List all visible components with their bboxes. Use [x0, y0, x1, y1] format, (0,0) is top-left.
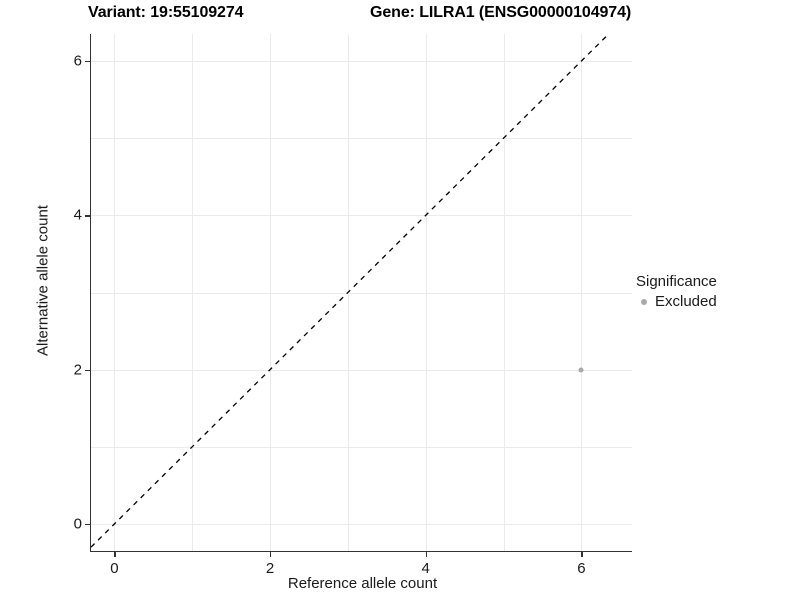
- x-axis-tick: [425, 552, 427, 557]
- gridline-horizontal: [91, 369, 632, 371]
- y-axis-tick: [85, 215, 90, 217]
- y-axis-tick: [85, 61, 90, 63]
- legend: Significance Excluded: [636, 272, 800, 311]
- variant-title: Variant: 19:55109274: [88, 4, 244, 21]
- x-axis-tick-label: 6: [577, 560, 586, 577]
- y-axis-tick: [85, 369, 90, 371]
- y-axis-tick-label: 6: [73, 52, 82, 70]
- gridline-horizontal: [91, 138, 632, 140]
- plot-title-row: Variant: 19:55109274 Gene: LILRA1 (ENSG0…: [0, 0, 800, 30]
- gene-title: Gene: LILRA1 (ENSG00000104974): [370, 4, 632, 21]
- data-point[interactable]: [578, 367, 584, 373]
- x-axis-title: Reference allele count: [287, 575, 438, 592]
- legend-items: Excluded: [636, 292, 800, 311]
- x-axis-tick: [270, 552, 272, 557]
- y-axis-tick-label: 2: [73, 361, 82, 379]
- y-axis-tick-label: 0: [73, 515, 82, 533]
- gridline-horizontal: [91, 524, 632, 525]
- gridline-horizontal: [91, 61, 632, 62]
- gridline-horizontal: [91, 446, 632, 448]
- y-axis-tick-label: 4: [73, 206, 82, 224]
- y-axis-line: [90, 34, 92, 551]
- legend-dot-icon: [636, 294, 652, 310]
- x-axis-tick-label: 2: [265, 560, 275, 577]
- gridline-horizontal: [91, 292, 632, 294]
- y-axis-tick: [85, 524, 90, 526]
- x-axis-tick-label: 4: [421, 560, 430, 577]
- y-axis-title: Alternative allele count: [34, 205, 52, 356]
- gridline-horizontal: [91, 215, 632, 217]
- plot-panel: [91, 34, 632, 551]
- x-axis-line: [90, 551, 632, 553]
- x-axis-tick: [114, 552, 116, 557]
- x-axis-tick-label: 0: [110, 560, 119, 577]
- legend-item-label: Excluded: [655, 293, 717, 310]
- x-axis-tick: [581, 552, 583, 557]
- legend-item[interactable]: Excluded: [636, 292, 800, 311]
- legend-title: Significance: [636, 273, 717, 290]
